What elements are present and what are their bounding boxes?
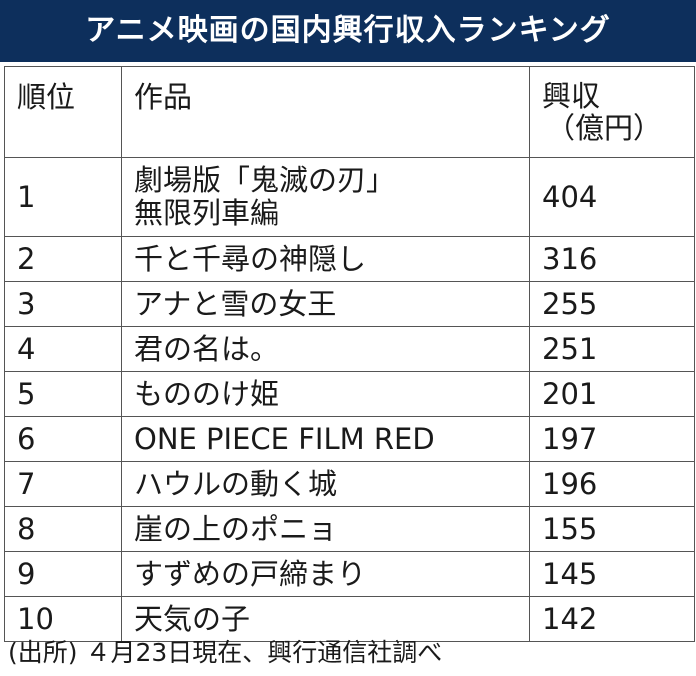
title-cell: もののけ姫 — [121, 371, 530, 417]
rank-cell: 10 — [4, 596, 122, 642]
table-row: 9 すずめの戸締まり 145 — [4, 551, 695, 597]
table-row: 2 千と千尋の神隠し 316 — [4, 236, 695, 282]
rank-cell: 6 — [4, 416, 122, 462]
column-header-revenue: 興収 （億円） — [529, 66, 695, 158]
rank-cell: 9 — [4, 551, 122, 597]
title-cell: 千と千尋の神隠し — [121, 236, 530, 282]
rank-cell: 5 — [4, 371, 122, 417]
rank-cell: 2 — [4, 236, 122, 282]
title-cell: アナと雪の女王 — [121, 281, 530, 327]
table-row: 5 もののけ姫 201 — [4, 371, 695, 417]
revenue-cell: 255 — [529, 281, 695, 327]
revenue-header-label: 興収 — [542, 79, 601, 113]
rank-cell: 7 — [4, 461, 122, 507]
table-row: 6 ONE PIECE FILM RED 197 — [4, 416, 695, 462]
table-row: 3 アナと雪の女王 255 — [4, 281, 695, 327]
revenue-cell: 155 — [529, 506, 695, 552]
source-note: (出所) ４月23日現在、興行通信社調べ — [8, 638, 443, 667]
table-row: 7 ハウルの動く城 196 — [4, 461, 695, 507]
revenue-cell: 404 — [529, 157, 695, 237]
table-header-row: 順位 作品 興収 （億円） — [4, 66, 695, 158]
title-cell: 君の名は。 — [121, 326, 530, 372]
column-header-work: 作品 — [121, 66, 530, 158]
revenue-cell: 316 — [529, 236, 695, 282]
revenue-cell: 196 — [529, 461, 695, 507]
revenue-cell: 145 — [529, 551, 695, 597]
title-cell: 崖の上のポニョ — [121, 506, 530, 552]
title-cell: 天気の子 — [121, 596, 530, 642]
table-row: 10 天気の子 142 — [4, 596, 695, 642]
revenue-header-unit: （億円） — [546, 111, 663, 145]
ranking-table: 順位 作品 興収 （億円） 1 劇場版「鬼滅の刃」 無限列車編 404 2 千と… — [4, 66, 695, 642]
rank-cell: 4 — [4, 326, 122, 372]
rank-cell: 1 — [4, 157, 122, 237]
rank-cell: 3 — [4, 281, 122, 327]
rank-cell: 8 — [4, 506, 122, 552]
title-cell: ハウルの動く城 — [121, 461, 530, 507]
column-header-rank: 順位 — [4, 66, 122, 158]
revenue-cell: 251 — [529, 326, 695, 372]
title-line-1: 劇場版「鬼滅の刃」 — [134, 163, 396, 197]
title-cell: ONE PIECE FILM RED — [121, 416, 530, 462]
table-row: 4 君の名は。 251 — [4, 326, 695, 372]
title-cell: 劇場版「鬼滅の刃」 無限列車編 — [121, 157, 530, 237]
revenue-cell: 201 — [529, 371, 695, 417]
table-row: 1 劇場版「鬼滅の刃」 無限列車編 404 — [4, 157, 695, 237]
page-title: アニメ映画の国内興行収入ランキング — [0, 0, 696, 62]
revenue-cell: 142 — [529, 596, 695, 642]
revenue-cell: 197 — [529, 416, 695, 462]
title-line-2: 無限列車編 — [134, 196, 280, 230]
table-row: 8 崖の上のポニョ 155 — [4, 506, 695, 552]
title-cell: すずめの戸締まり — [121, 551, 530, 597]
